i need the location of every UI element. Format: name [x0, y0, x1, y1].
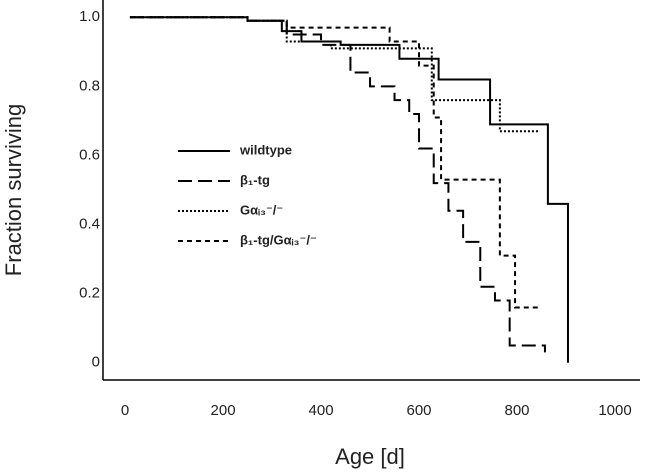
x-tick-label: 600 [407, 402, 432, 419]
x-tick-label: 1000 [598, 402, 631, 419]
y-tick-label: 0.4 [79, 216, 100, 233]
y-tick-label: 0.6 [79, 146, 100, 163]
y-tick-label: 1.0 [79, 8, 100, 25]
y-tick-label: 0.2 [79, 285, 100, 302]
legend-label: wildtype [239, 142, 292, 157]
survival-curve [129, 16, 569, 363]
x-axis-title: Age [d] [335, 444, 405, 469]
survival-curve [129, 16, 541, 133]
legend-label: β₁-tg/Gαᵢ₃⁻/⁻ [240, 232, 317, 247]
survival-curve [129, 16, 541, 309]
x-tick-label: 400 [309, 402, 334, 419]
survival-curve [129, 16, 546, 353]
x-tick-label: 0 [121, 402, 129, 419]
y-tick-label: 0 [92, 354, 100, 371]
y-axis-title: Fraction surviving [1, 104, 26, 276]
x-tick-label: 200 [211, 402, 236, 419]
legend-label: Gαᵢ₃⁻/⁻ [240, 202, 283, 217]
legend-label: β₁-tg [240, 172, 270, 187]
x-tick-label: 800 [505, 402, 530, 419]
y-tick-label: 0.8 [79, 77, 100, 94]
